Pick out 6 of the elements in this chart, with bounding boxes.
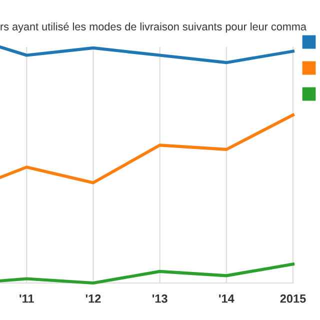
x-tick-label: '13: [152, 294, 168, 303]
x-tick-label: 2015: [280, 294, 306, 303]
x-tick-label: '12: [86, 294, 101, 303]
x-tick-label: '14: [219, 294, 234, 303]
x-tick-label: '11: [20, 294, 34, 303]
chart-title: rs ayant utilisé les modes de livraison suivants pour leur comma: [0, 22, 306, 33]
